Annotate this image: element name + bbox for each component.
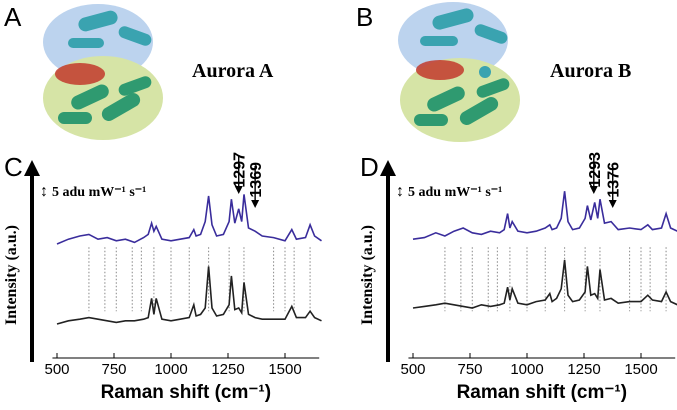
x-tick-label: 1250 [567, 361, 600, 378]
protein-name: Aurora B [550, 60, 631, 82]
peak-label: 1293 [587, 152, 604, 188]
panel-label: D [360, 152, 379, 182]
peak-arrowhead [589, 186, 598, 194]
peak-arrowhead [608, 200, 617, 208]
x-tick-label: 1000 [510, 361, 543, 378]
spectrum [412, 191, 677, 240]
x-tick-label: 1000 [154, 361, 187, 378]
y-axis-label: Intensity (a.u.) [359, 225, 376, 325]
x-tick-label: 1500 [268, 361, 301, 378]
spectrum [412, 259, 677, 309]
scale-bar-label: 5 adu mW⁻¹ s⁻¹ [52, 185, 146, 200]
peak-label: 1297 [232, 152, 249, 188]
spectrum [56, 266, 322, 325]
protein-b [398, 2, 520, 142]
y-axis-label: Intensity (a.u.) [3, 225, 20, 325]
protein-name: Aurora A [192, 60, 274, 82]
peak-arrowhead [251, 200, 260, 208]
spectrum [56, 194, 322, 245]
scale-bar-arrow: ↕ [396, 183, 404, 200]
y-axis-arrow [24, 160, 40, 176]
x-tick-label: 1500 [624, 361, 657, 378]
panel-label: B [356, 2, 373, 32]
x-tick-label: 500 [44, 361, 69, 378]
y-axis-arrow [380, 160, 396, 176]
peak-label: 1369 [248, 162, 265, 198]
panel-label: A [4, 2, 22, 32]
x-axis-label: Raman shift (cm⁻¹) [457, 382, 628, 403]
x-tick-label: 750 [101, 361, 126, 378]
scale-bar-label: 5 adu mW⁻¹ s⁻¹ [408, 185, 502, 200]
x-axis-label: Raman shift (cm⁻¹) [101, 382, 272, 403]
x-tick-label: 750 [457, 361, 482, 378]
peak-label: 1376 [606, 162, 623, 198]
peak-arrowhead [234, 186, 243, 194]
x-tick-label: 1250 [211, 361, 244, 378]
scale-bar-arrow: ↕ [40, 183, 48, 200]
protein-a [43, 4, 163, 140]
panel-label: C [4, 152, 23, 182]
x-tick-label: 500 [400, 361, 425, 378]
